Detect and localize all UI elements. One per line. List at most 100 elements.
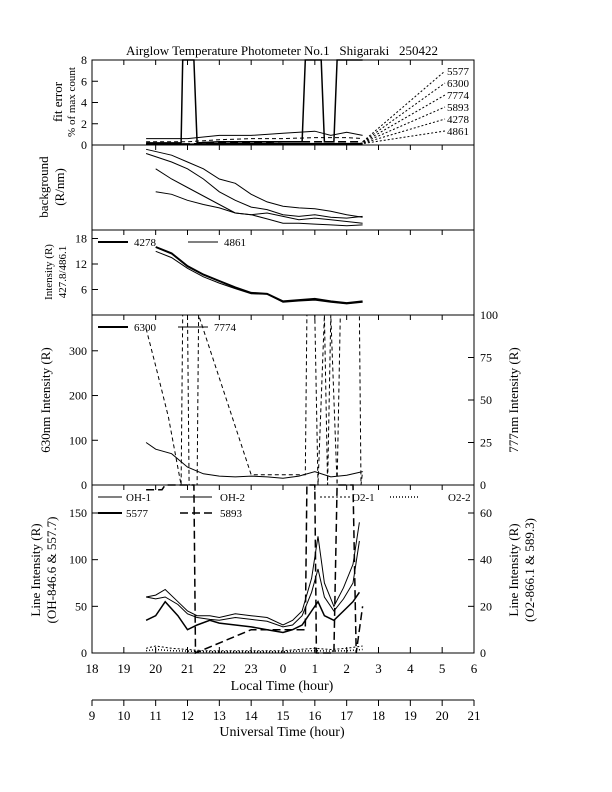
local-time-tick-label: 21 [181, 661, 194, 676]
panel-red-intensity-frame [91, 314, 475, 486]
series-line-4861 [155, 250, 363, 305]
local-time-tick-label: 22 [213, 661, 226, 676]
blue-y-tick-label: 18 [75, 232, 87, 246]
fit-error-y-tick-label: 0 [81, 138, 87, 152]
series-line-oh-1 [146, 522, 360, 626]
leader-line-5893 [359, 106, 446, 145]
local-time-tick-label: 18 [86, 661, 99, 676]
legend-label-4861: 4861 [447, 126, 469, 138]
universal-time-tick-label: 10 [117, 708, 130, 723]
legend-label-6300-red: 6300 [134, 322, 157, 334]
universal-time-tick-label: 9 [89, 708, 96, 723]
local-time-axis-title: Local Time (hour) [231, 679, 334, 694]
leader-line-4278 [359, 118, 446, 145]
local-time-tick-label: 19 [117, 661, 130, 676]
line-right-y-tick-label: 0 [480, 646, 486, 660]
red-right-y-tick-label: 50 [480, 393, 492, 407]
series-line-5893 [146, 484, 364, 655]
line-left-y-tick-label: 0 [81, 646, 87, 660]
legend-label-7774-red: 7774 [214, 322, 237, 334]
legend-label-o22: O2-2 [448, 492, 471, 504]
legend-label-7774: 7774 [447, 90, 470, 102]
background-ylabel-line2: (R/nm) [52, 168, 67, 206]
legend-label-5893: 5893 [447, 102, 470, 114]
line-ylabel-right-line2: (O2-866.1 & 589.3) [522, 518, 537, 622]
universal-time-tick-label: 19 [404, 708, 417, 723]
series-line-5577 [146, 59, 363, 144]
line-intensity-legend: OH-1 OH-2 O2-1 O2-2 5577 5893 [98, 492, 471, 520]
legend-label-5577-line: 5577 [126, 508, 149, 520]
series-line-7774 [145, 314, 364, 486]
panel-fit-error-frame [91, 59, 475, 146]
legend-label-4278-blue: 4278 [134, 237, 157, 249]
fit-error-y-tick-label: 6 [81, 74, 87, 88]
red-right-y-tick-label: 75 [480, 351, 492, 365]
universal-time-tick-label: 18 [372, 708, 385, 723]
red-right-y-tick-label: 100 [480, 308, 498, 322]
leader-line-7774 [359, 94, 446, 145]
red-left-y-tick-label: 200 [69, 389, 87, 403]
series-line-4861 [146, 143, 363, 145]
fit-error-ylabel-line1: fit error [50, 81, 65, 122]
series-line-panel1-0 [145, 148, 363, 218]
legend-label-4278: 4278 [447, 114, 470, 126]
legend-label-5893-line: 5893 [220, 508, 243, 520]
universal-time-tick-label: 13 [213, 708, 226, 723]
fit-error-y-tick-label: 8 [81, 53, 87, 67]
series-line-5577 [145, 591, 361, 634]
series-line-4278 [155, 246, 363, 305]
red-left-y-tick-label: 100 [69, 433, 87, 447]
universal-time-axis-title: Universal Time (hour) [219, 725, 345, 740]
legend-label-oh1: OH-1 [126, 492, 151, 504]
legend-label-oh2: OH-2 [220, 492, 245, 504]
red-left-y-tick-label: 300 [69, 344, 87, 358]
series-line-6300 [146, 130, 363, 140]
line-left-y-tick-label: 150 [69, 506, 87, 520]
background-ylabel-line1: background [36, 156, 51, 218]
series-line-7774 [146, 137, 363, 143]
leader-line-5577 [359, 70, 446, 145]
red-ylabel-left: 630nm Intensity (R) [38, 347, 53, 452]
fit-error-ylabel-line2: % of max count [66, 67, 78, 137]
legend-label-4861-blue: 4861 [224, 237, 246, 249]
line-ylabel-left-line1: Line Intensity (R) [28, 523, 43, 616]
local-time-tick-label: 5 [439, 661, 446, 676]
red-right-y-tick-label: 0 [480, 478, 486, 492]
universal-time-tick-label: 14 [245, 708, 259, 723]
series-line-o2-2 [146, 648, 363, 653]
red-ylabel-right: 777nm Intensity (R) [506, 347, 521, 452]
series-line-5893 [146, 141, 363, 145]
local-time-tick-label: 1 [312, 661, 319, 676]
figure-title: Airglow Temperature Photometer No.1 Shig… [126, 43, 438, 58]
legend-label-o21: O2-1 [352, 492, 375, 504]
local-time-tick-label: 2 [343, 661, 350, 676]
red-right-y-tick-label: 25 [480, 436, 492, 450]
series-line-oh-2 [146, 540, 360, 628]
series-line-6300 [145, 442, 363, 479]
local-time-tick-label: 0 [280, 661, 287, 676]
series-line-panel1-3 [155, 191, 363, 227]
blue-y-tick-label: 6 [81, 283, 87, 297]
blue-legend: 4278 4861 [98, 237, 246, 249]
local-time-tick-label: 23 [245, 661, 258, 676]
line-left-y-tick-label: 50 [75, 599, 87, 613]
universal-time-tick-label: 17 [340, 708, 354, 723]
fit-error-legend-leaders [359, 70, 446, 145]
series-line-panel1-1 [145, 153, 363, 219]
leader-line-6300 [359, 82, 446, 145]
line-left-y-tick-label: 100 [69, 553, 87, 567]
fit-error-y-tick-label: 4 [81, 96, 87, 110]
panel-line-intensity-frame [91, 484, 475, 654]
blue-ylabel-line2: 427.8/486.1 [57, 246, 69, 299]
blue-ylabel-line1: Intensity (R) [43, 244, 55, 300]
line-ylabel-right-line1: Line Intensity (R) [506, 523, 521, 616]
legend-label-5577: 5577 [447, 66, 470, 78]
universal-time-tick-label: 15 [277, 708, 290, 723]
universal-time-tick-label: 16 [308, 708, 322, 723]
line-right-y-tick-label: 40 [480, 553, 492, 567]
fit-error-y-tick-label: 2 [81, 117, 87, 131]
universal-time-tick-label: 21 [468, 708, 481, 723]
universal-time-tick-label: 12 [181, 708, 194, 723]
chart-marks: 18 19 20 21 22 23 0 1 2 3 4 5 69 10 11 12 13 14 15 16 17 18 19… [69, 53, 498, 723]
